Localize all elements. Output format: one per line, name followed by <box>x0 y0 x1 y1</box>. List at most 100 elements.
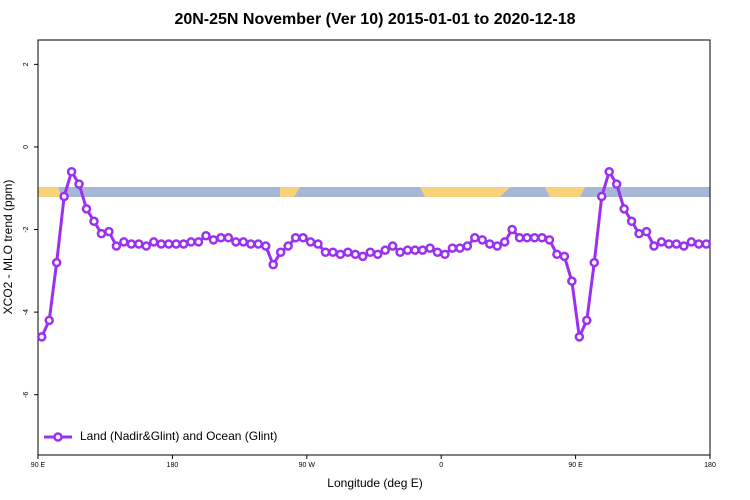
data-point <box>701 239 712 249</box>
data-point <box>574 332 585 342</box>
data-point <box>656 237 667 247</box>
data-point <box>462 241 473 251</box>
data-point <box>111 241 122 251</box>
data-point <box>223 233 234 243</box>
map-band <box>38 187 710 197</box>
data-point <box>484 239 495 249</box>
data-point <box>470 233 480 243</box>
data-point <box>395 247 405 257</box>
data-point <box>238 237 249 247</box>
data-point <box>634 228 644 239</box>
data-point <box>268 259 278 270</box>
data-point <box>567 276 577 286</box>
data-point <box>216 233 226 243</box>
y-tick-label: -6 <box>23 391 30 397</box>
data-point <box>641 226 652 237</box>
data-point <box>343 247 353 257</box>
data-point <box>119 237 129 247</box>
data-point <box>104 226 114 237</box>
data-point <box>148 237 159 247</box>
data-point <box>74 179 84 189</box>
data-point <box>499 237 510 247</box>
x-tick-label: 180 <box>704 462 716 469</box>
legend-marker <box>53 432 63 442</box>
data-point <box>365 247 376 257</box>
data-point <box>290 233 301 243</box>
data-point <box>350 249 361 260</box>
data-point <box>358 251 368 262</box>
x-tick-label: 0 <box>439 462 443 469</box>
data-point <box>163 239 174 249</box>
data-point <box>596 191 607 202</box>
data-point <box>664 239 674 249</box>
data-point <box>694 239 704 249</box>
data-point <box>246 239 256 249</box>
data-point <box>201 230 211 241</box>
data-point <box>328 247 338 257</box>
data-point <box>231 237 241 247</box>
data-point <box>529 233 540 243</box>
data-point <box>537 233 547 243</box>
data-point <box>51 257 62 268</box>
data-point <box>432 247 443 257</box>
data-point <box>686 237 697 247</box>
data-point <box>582 315 592 326</box>
data-point <box>604 166 614 177</box>
data-point <box>649 241 659 251</box>
data-point <box>178 239 189 249</box>
data-point <box>320 247 331 257</box>
data-point <box>387 241 398 251</box>
data-point <box>193 237 204 247</box>
data-point <box>313 239 323 249</box>
data-point <box>492 241 502 251</box>
legend-label: Land (Nadir&Glint) and Ocean (Glint) <box>80 429 277 443</box>
data-point <box>410 245 420 255</box>
data-point <box>156 239 166 249</box>
chart-title: 20N-25N November (Ver 10) 2015-01-01 to … <box>174 11 575 28</box>
x-tick-label: 90 E <box>568 462 583 469</box>
data-point <box>89 216 99 227</box>
plot-frame <box>37 39 711 456</box>
data-point <box>186 237 196 247</box>
data-point <box>559 251 570 262</box>
data-point <box>544 235 555 245</box>
data-point <box>671 239 682 249</box>
data-point <box>253 239 264 249</box>
data-point <box>679 241 689 251</box>
x-tick-label: 90 E <box>31 462 46 469</box>
data-point <box>283 241 293 251</box>
data-point <box>455 243 465 253</box>
data-point <box>477 235 488 245</box>
data-point <box>141 241 152 251</box>
data-point <box>305 237 316 247</box>
data-point <box>447 243 458 253</box>
data-point <box>260 241 271 251</box>
y-tick-label: 2 <box>23 62 30 66</box>
data-point <box>81 204 92 214</box>
data-point <box>66 166 77 177</box>
data-point <box>59 191 69 202</box>
data-point <box>402 245 413 255</box>
data-point <box>417 245 428 255</box>
data-point <box>380 245 390 255</box>
data-point <box>522 233 532 243</box>
data-point <box>208 235 219 245</box>
data-point <box>440 249 450 260</box>
data-point <box>134 239 144 249</box>
data-point <box>275 247 286 257</box>
data-point <box>335 249 346 260</box>
data-point <box>619 204 629 214</box>
y-tick-label: -2 <box>23 226 30 232</box>
x-axis-label: Longitude (deg E) <box>327 476 422 490</box>
data-point <box>36 332 47 342</box>
data-point <box>552 249 562 260</box>
data-point <box>611 179 622 189</box>
data-point <box>507 224 517 235</box>
data-point <box>425 243 435 253</box>
x-tick-label: 90 W <box>299 462 316 469</box>
y-tick-label: -4 <box>23 309 30 315</box>
x-tick-label: 180 <box>167 462 179 469</box>
y-tick-label: 0 <box>23 145 30 149</box>
data-point <box>514 233 525 243</box>
